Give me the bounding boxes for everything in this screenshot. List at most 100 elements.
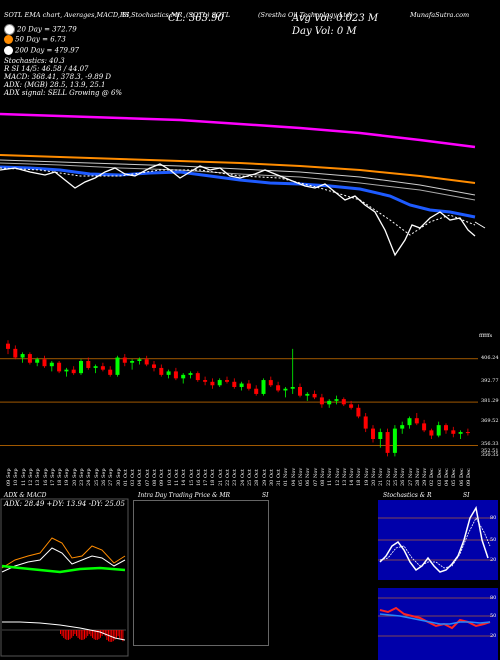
macd-histogram-bar	[84, 630, 85, 640]
info-adx-signal: ADX signal: SELL Growing @ 6%	[4, 89, 123, 97]
date-axis-label: 19 Sep	[64, 468, 71, 486]
date-axis-label: 25 Oct	[246, 469, 253, 486]
date-axis-label: 29 Nov	[422, 467, 429, 486]
price-axis-label: 369.52	[481, 418, 499, 425]
candle-body	[378, 432, 383, 439]
candle-body	[173, 371, 178, 379]
intraday-panel	[133, 500, 269, 646]
intraday-si: SI	[262, 492, 269, 499]
stoch-k-line	[379, 505, 489, 573]
date-axis-label: 29 Oct	[261, 469, 268, 486]
macd-histogram-bar	[71, 630, 73, 638]
candle-body	[239, 383, 244, 387]
ema-50-line	[0, 154, 476, 184]
macd-histogram-bar	[119, 630, 121, 639]
date-axis-label: 11 Nov	[327, 467, 334, 486]
candle-body	[203, 380, 208, 382]
candle-body	[283, 388, 288, 391]
candle-body	[356, 407, 361, 417]
header-chart-title: SI,Stochastics,MR	[122, 11, 183, 19]
candle-body	[181, 374, 186, 379]
macd-histogram-bar	[116, 630, 117, 638]
date-axis-label: 09 Sep	[6, 468, 12, 486]
candle-body	[312, 393, 317, 398]
date-axis-label: 10 Oct	[166, 469, 173, 486]
candle-body	[137, 359, 142, 361]
macd-histogram-bar	[69, 630, 71, 640]
date-axis-label: 27 Sep	[108, 468, 115, 486]
candle-body	[276, 385, 281, 391]
macd-histogram-bar	[66, 630, 68, 640]
date-axis-label: 31 Oct	[276, 469, 283, 486]
candle-body	[144, 359, 149, 365]
legend-20-day: 20 Day = 372.79	[4, 24, 77, 35]
adx-panel-title: ADX & MACD	[4, 492, 47, 499]
date-axis-label: 08 Nov	[319, 467, 326, 486]
candle-body	[400, 425, 405, 429]
date-axis-label: 30 Oct	[268, 469, 275, 486]
stoch-panel-title: Stochastics & R	[383, 492, 432, 499]
candle-body	[305, 393, 310, 396]
candle-body	[152, 364, 156, 368]
ema-chart	[0, 112, 486, 257]
macd-histogram-bar	[80, 630, 82, 640]
date-axis-label: 08 Oct	[152, 469, 158, 486]
stoch-level-20: 20	[490, 557, 497, 563]
price-axis-label: 406.24	[481, 354, 499, 361]
macd-histogram-bar	[104, 630, 106, 637]
date-axis-label: 24 Sep	[86, 468, 93, 486]
date-axis-label: 05 Nov	[298, 467, 304, 486]
date-axis-label: 01 Oct	[122, 469, 129, 486]
macd-histogram-bar	[117, 630, 119, 637]
close-price: CL: 363.90	[168, 13, 224, 24]
date-axis-label: 14 Oct	[181, 469, 188, 486]
ema-200-line	[0, 112, 476, 149]
date-axis-label: 20 Sep	[71, 468, 78, 486]
macd-histogram-bar	[95, 630, 97, 640]
candle-body	[71, 369, 76, 374]
candle-body	[195, 373, 200, 381]
date-axis-label: 12 Sep	[27, 468, 34, 486]
date-axis-label: 25 Nov	[392, 467, 399, 486]
date-axis-label: 02 Dec	[429, 468, 436, 486]
rsi-signal-line	[379, 613, 491, 625]
candle-body	[414, 418, 419, 424]
macd-histogram-bar	[63, 630, 65, 638]
date-axis-label: 27 Nov	[407, 467, 414, 486]
date-axis-label: 17 Oct	[203, 469, 210, 486]
date-axis-label: 06 Nov	[305, 467, 312, 486]
date-axis-label: 21 Oct	[217, 469, 224, 486]
candle-body	[334, 399, 339, 401]
candlestick-chart	[0, 340, 478, 457]
candle-body	[392, 428, 397, 453]
candle-body	[458, 432, 463, 434]
candle-body	[100, 366, 105, 370]
candle-body	[64, 369, 69, 372]
date-axis-label: 13 Nov	[341, 467, 348, 486]
date-axis-label: 07 Nov	[312, 467, 319, 486]
stoch-level-50: 50	[490, 537, 497, 543]
macd-histogram-bar	[60, 630, 61, 634]
header-source: MunafaSutra.com	[410, 11, 470, 19]
macd-histogram-bar	[93, 630, 95, 640]
rsi-level-20: 20	[490, 633, 497, 639]
date-axis-label: 30 Sep	[115, 468, 122, 486]
macd-histogram-bar	[112, 630, 114, 642]
date-axis-label: 11 Sep	[20, 468, 27, 486]
candle-body	[225, 380, 229, 382]
adx-values: ADX: 28.49 +DY: 13.94 -DY: 25.05	[4, 500, 125, 508]
adx-white-line	[1, 547, 126, 573]
legend-50-day: 50 Day = 6.73	[4, 35, 66, 44]
date-axis-label: 22 Nov	[385, 467, 392, 486]
macd-histogram-bar	[77, 630, 79, 638]
candle-body	[246, 383, 251, 389]
macd-histogram-bar	[79, 630, 81, 640]
date-axis-label: 04 Dec	[444, 468, 450, 486]
date-axis-label: 07 Oct	[144, 469, 151, 486]
price-axis-label: 381.29	[481, 398, 499, 405]
candle-body	[254, 388, 259, 394]
candle-body	[115, 357, 120, 375]
adx-orange-line	[1, 537, 126, 569]
macd-histogram-bar	[74, 630, 76, 635]
candle-body	[268, 380, 273, 386]
